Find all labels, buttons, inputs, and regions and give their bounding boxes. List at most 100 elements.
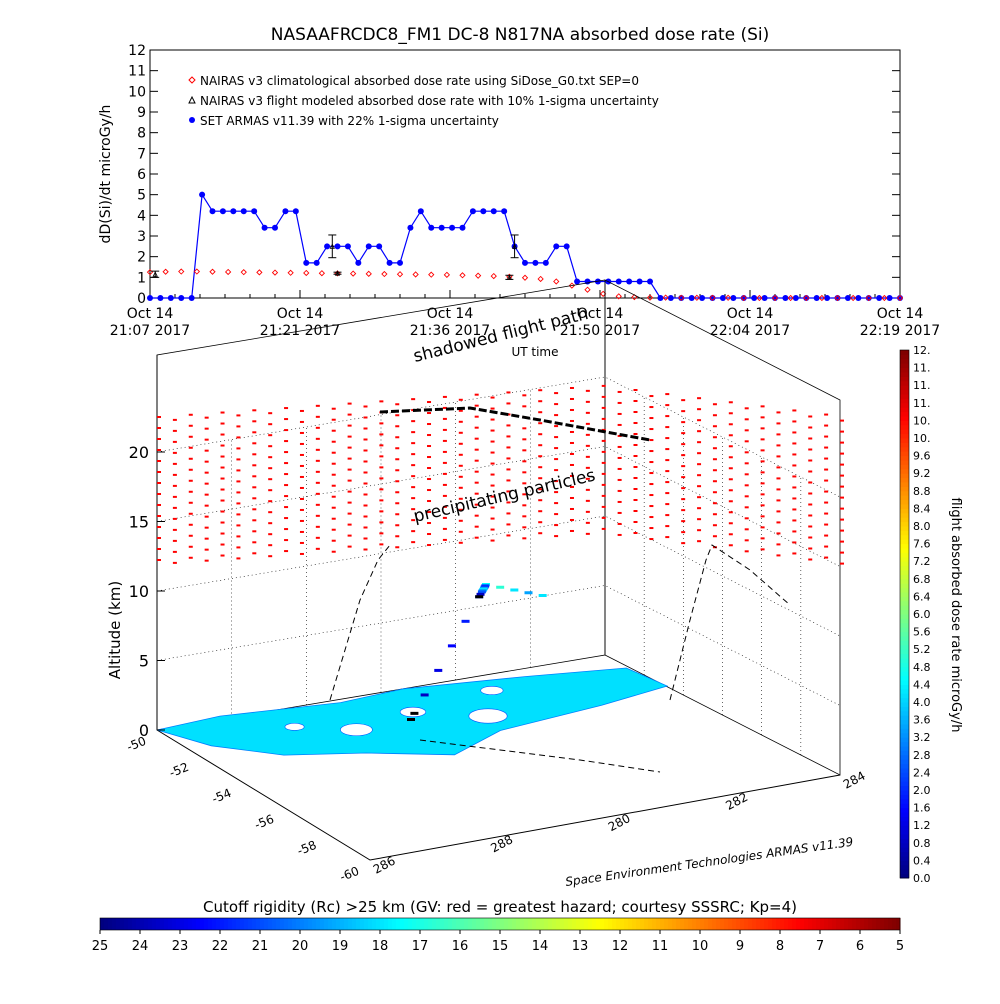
dose-colorbar-segment: [900, 825, 909, 831]
rc-colorbar-segment: [812, 918, 817, 930]
dose-colorbar-segment: [900, 600, 909, 606]
nairas-climatological-point: [365, 270, 372, 277]
latitude-axis: -50 -52 -54 -56 -58 -60: [125, 734, 361, 884]
dose-colorbar-segment: [900, 451, 909, 457]
rc-colorbar-segment: [468, 918, 473, 930]
dose-colorbar-segment: [900, 816, 909, 822]
armas-point: [251, 208, 258, 215]
dose-colorbar-segment: [900, 649, 909, 655]
dose-colorbar-segment: [900, 402, 909, 408]
rc-colorbar-segment: [480, 918, 485, 930]
rc-colorbar-segment: [852, 918, 857, 930]
rc-colorbar-tick-label: 21: [252, 939, 269, 954]
x-tick-label-date: Oct 14: [127, 306, 174, 322]
armas-point: [157, 295, 164, 301]
dose-colorbar-segment: [900, 614, 909, 619]
armas-point: [782, 295, 789, 301]
nairas-climatological-point: [428, 271, 435, 278]
armas-point: [209, 208, 216, 215]
nairas-flight-point: [511, 243, 518, 249]
rc-colorbar-segment: [204, 918, 209, 930]
legend-dot-marker: [189, 117, 195, 123]
nairas-climatological-point: [756, 294, 763, 302]
nairas-climatological-point: [318, 270, 326, 277]
flight-path-segment: [461, 619, 470, 623]
y-tick-label: 3: [137, 229, 146, 245]
flight-path-segment: [510, 588, 519, 592]
dose-colorbar-segment: [900, 438, 909, 443]
rc-colorbar-segment: [400, 918, 405, 930]
armas-point: [397, 259, 403, 266]
dose-colorbar-segment: [900, 486, 909, 492]
dose-colorbar-segment: [900, 768, 909, 773]
rc-colorbar-tick-label: 19: [332, 939, 349, 954]
dose-colorbar-segment: [900, 724, 909, 729]
armas-point: [230, 208, 237, 215]
armas-point: [324, 243, 331, 250]
dose-colorbar-segment: [900, 772, 909, 778]
dose-colorbar-segment: [900, 416, 909, 421]
rc-colorbar-segment: [796, 918, 801, 930]
dose-colorbar-segment: [900, 706, 909, 712]
nairas-climatological-point: [490, 272, 497, 280]
dose-colorbar-tick-label: 9.6: [913, 450, 931, 463]
armas-point: [719, 295, 726, 301]
rc-colorbar-segment: [208, 918, 213, 930]
dose-colorbar-segment: [900, 446, 909, 452]
dose-colorbar-segment: [900, 864, 909, 870]
dose-colorbar-segment: [900, 750, 909, 756]
rc-colorbar-segment: [392, 918, 397, 930]
armas-point: [553, 243, 560, 250]
rc-colorbar-segment: [200, 918, 205, 930]
rc-colorbar-segment: [628, 918, 633, 930]
dose-colorbar-segment: [900, 812, 909, 817]
rc-colorbar-segment: [756, 918, 761, 930]
dose-colorbar-segment: [900, 781, 909, 787]
armas-point: [886, 295, 893, 301]
rc-colorbar-segment: [472, 918, 477, 930]
armas-point: [480, 208, 487, 215]
rc-colorbar-segment: [552, 918, 557, 930]
rc-colorbar-segment: [632, 918, 637, 930]
rc-colorbar-segment: [828, 918, 833, 930]
rc-colorbar-segment: [312, 918, 317, 930]
nairas-flight-error-bar: [505, 274, 514, 280]
armas-point: [574, 278, 581, 285]
armas-point: [147, 295, 153, 301]
rc-colorbar-segment: [784, 918, 789, 930]
nairas-climatological-point: [474, 272, 482, 279]
dose-colorbar-segment: [900, 570, 909, 575]
dose-colorbar-segment: [900, 424, 909, 430]
rc-colorbar-segment: [652, 918, 657, 930]
flight-3d-scene: [156, 279, 844, 861]
rc-colorbar-segment: [188, 918, 193, 930]
nairas-climatological-point: [896, 294, 904, 302]
flight-path-segment: [420, 693, 429, 697]
dose-colorbar-tick-label: 1.6: [913, 802, 931, 815]
dose-colorbar-segment: [900, 798, 909, 804]
nairas-climatological-point: [771, 294, 779, 302]
rc-colorbar-segment: [448, 918, 453, 930]
nairas-climatological-point: [646, 294, 654, 301]
rc-colorbar-segment: [548, 918, 553, 930]
dose-colorbar-segment: [900, 499, 909, 505]
rc-colorbar-segment: [840, 918, 845, 930]
rc-colorbar-segment: [192, 918, 197, 930]
rc-colorbar-segment: [444, 918, 449, 930]
nairas-climatological-point: [787, 294, 794, 302]
rc-colorbar-segment: [184, 918, 189, 930]
rc-colorbar-segment: [476, 918, 481, 930]
rc-colorbar-segment: [368, 918, 373, 930]
dose-colorbar-segment: [900, 658, 909, 663]
armas-point: [292, 208, 299, 215]
dose-colorbar-segment: [900, 460, 909, 465]
dose-colorbar-segment: [900, 398, 909, 404]
dose-colorbar-segment: [900, 684, 909, 690]
armas-point: [272, 224, 278, 231]
rc-colorbar-segment: [356, 918, 361, 930]
rc-colorbar-segment: [488, 918, 493, 930]
rc-colorbar-segment: [556, 918, 561, 930]
rc-colorbar-segment: [180, 918, 185, 930]
rc-colorbar-segment: [144, 918, 149, 930]
dose-colorbar-tick-label: 2.4: [913, 766, 931, 779]
